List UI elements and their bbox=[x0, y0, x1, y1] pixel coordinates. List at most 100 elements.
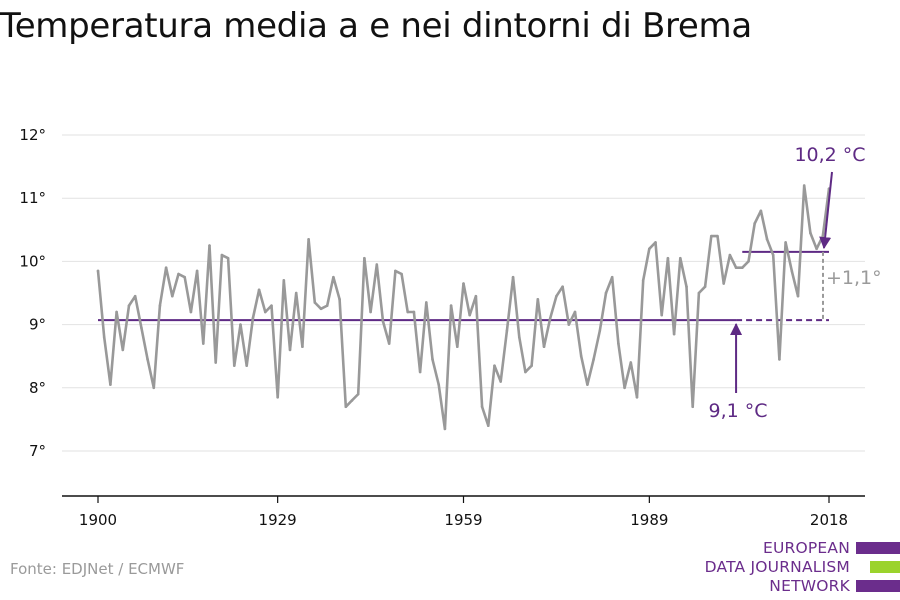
x-tick-label-1989: 1989 bbox=[630, 511, 668, 529]
data-point-2011 bbox=[784, 241, 787, 244]
data-point-1976 bbox=[567, 323, 571, 326]
data-point-1936 bbox=[319, 307, 323, 311]
data-point-1900 bbox=[96, 269, 100, 273]
y-tick-label-7: 7° bbox=[29, 442, 46, 460]
data-point-1997 bbox=[697, 291, 701, 295]
data-point-1983 bbox=[610, 275, 614, 279]
data-point-1946 bbox=[381, 320, 385, 323]
data-point-1958 bbox=[456, 345, 459, 349]
data-point-1949 bbox=[400, 272, 403, 276]
data-point-1971 bbox=[536, 298, 540, 301]
data-point-1975 bbox=[561, 285, 564, 288]
data-point-2005 bbox=[747, 260, 750, 263]
data-point-2015 bbox=[809, 231, 812, 235]
data-point-1996 bbox=[691, 405, 695, 409]
data-point-1986 bbox=[629, 361, 633, 364]
data-point-1905 bbox=[127, 304, 131, 307]
data-point-1904 bbox=[121, 348, 125, 352]
data-point-1922 bbox=[232, 364, 236, 367]
data-point-1961 bbox=[474, 294, 478, 298]
annotation-recent-mean: 10,2 °C bbox=[794, 144, 865, 166]
data-point-1972 bbox=[542, 345, 546, 349]
y-tick-label-9: 9° bbox=[29, 316, 46, 334]
data-point-1941 bbox=[350, 399, 354, 402]
x-tick-label-2018: 2018 bbox=[810, 511, 848, 529]
data-point-1978 bbox=[579, 354, 583, 358]
data-point-1998 bbox=[703, 285, 707, 288]
data-point-1940 bbox=[344, 405, 348, 409]
data-point-1927 bbox=[263, 310, 267, 314]
data-point-2009 bbox=[771, 253, 775, 257]
data-point-1966 bbox=[505, 329, 509, 333]
data-point-1917 bbox=[202, 342, 205, 345]
data-point-1969 bbox=[524, 370, 527, 374]
data-point-1977 bbox=[573, 310, 577, 314]
logo-bar-purple-bottom bbox=[856, 580, 900, 592]
data-point-1912 bbox=[171, 294, 174, 298]
data-point-1916 bbox=[195, 269, 199, 273]
data-point-1990 bbox=[654, 241, 657, 244]
data-point-1933 bbox=[301, 345, 304, 349]
logo-line-2: DATA JOURNALISM bbox=[704, 558, 850, 576]
data-point-1926 bbox=[257, 288, 261, 292]
x-tick-label-1959: 1959 bbox=[444, 511, 482, 529]
data-point-1947 bbox=[387, 342, 391, 345]
data-point-1931 bbox=[288, 348, 292, 352]
data-point-1955 bbox=[437, 383, 441, 386]
data-point-1985 bbox=[623, 386, 626, 390]
data-point-2004 bbox=[740, 266, 744, 270]
temperature-series-line bbox=[96, 184, 831, 431]
data-point-1962 bbox=[480, 405, 484, 409]
data-point-1993 bbox=[672, 332, 676, 336]
data-point-2006 bbox=[753, 222, 756, 225]
edjnet-logo: EUROPEAN DATA JOURNALISM NETWORK bbox=[700, 538, 900, 598]
data-point-1945 bbox=[375, 263, 379, 266]
data-point-1924 bbox=[245, 364, 248, 367]
data-point-1934 bbox=[307, 237, 310, 241]
data-point-1923 bbox=[239, 323, 242, 326]
data-point-1963 bbox=[486, 424, 490, 428]
data-point-1908 bbox=[146, 358, 149, 361]
data-point-1967 bbox=[511, 275, 515, 279]
logo-bar-green bbox=[870, 561, 900, 573]
data-point-1957 bbox=[449, 304, 453, 307]
data-point-1902 bbox=[109, 383, 112, 386]
data-point-1951 bbox=[412, 310, 416, 314]
data-point-1956 bbox=[443, 427, 447, 431]
data-point-1995 bbox=[685, 285, 688, 288]
data-point-1980 bbox=[592, 358, 595, 361]
data-point-1929 bbox=[276, 395, 279, 399]
data-point-2003 bbox=[734, 266, 738, 270]
data-point-1960 bbox=[468, 313, 471, 317]
y-tick-label-12: 12° bbox=[19, 126, 46, 144]
source-note: Fonte: EDJNet / ECMWF bbox=[10, 560, 185, 578]
data-point-2016 bbox=[815, 247, 818, 251]
data-point-1984 bbox=[617, 342, 620, 345]
data-point-2012 bbox=[790, 269, 794, 273]
data-point-1974 bbox=[555, 294, 558, 298]
data-point-1913 bbox=[177, 272, 180, 276]
data-point-1918 bbox=[208, 244, 211, 247]
data-point-1907 bbox=[140, 326, 143, 330]
data-point-1970 bbox=[530, 364, 533, 367]
data-point-1920 bbox=[220, 253, 224, 257]
data-point-2001 bbox=[722, 282, 725, 285]
data-point-2008 bbox=[765, 237, 769, 241]
data-point-1944 bbox=[369, 310, 372, 314]
data-point-1906 bbox=[133, 294, 137, 298]
data-point-1919 bbox=[214, 361, 218, 364]
data-point-1959 bbox=[462, 282, 465, 285]
data-point-2013 bbox=[796, 294, 800, 298]
data-point-1935 bbox=[313, 301, 317, 304]
data-point-1973 bbox=[548, 316, 552, 320]
data-point-1938 bbox=[332, 275, 335, 279]
data-point-2010 bbox=[778, 358, 781, 361]
data-point-1953 bbox=[425, 301, 428, 304]
annotation-difference: +1,1° bbox=[826, 267, 882, 289]
x-tick-label-1900: 1900 bbox=[79, 511, 117, 529]
data-point-1943 bbox=[363, 256, 366, 260]
data-point-1914 bbox=[183, 275, 187, 279]
data-point-1994 bbox=[679, 256, 682, 260]
data-point-1988 bbox=[641, 279, 645, 282]
